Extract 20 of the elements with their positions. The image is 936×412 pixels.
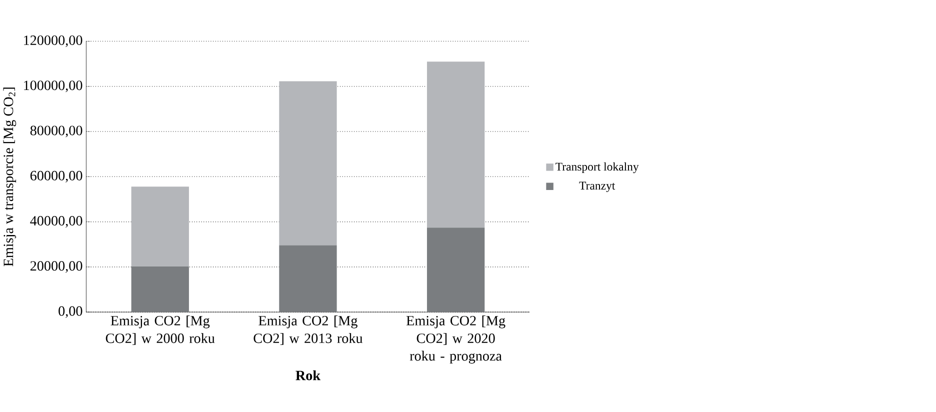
legend-label: Tranzyt — [579, 182, 616, 192]
y-tick-label: 100000,00 — [24, 80, 82, 92]
bar — [426, 227, 485, 312]
x-tick-label: Emisja CO2 [Mg CO2] w 2013 roku — [254, 315, 363, 345]
y-tick-label: 60000,00 — [30, 170, 82, 182]
x-axis-title: Rok — [296, 370, 320, 380]
bar — [279, 245, 337, 312]
bar — [131, 186, 189, 266]
x-tick-label: Emisja CO2 [Mg CO2] w 2000 roku — [106, 315, 215, 345]
x-tick-label: Emisja CO2 [Mg CO2] w 2020 roku - prognoza — [406, 315, 506, 364]
y-tick-label: 20000,00 — [30, 260, 82, 273]
bar — [279, 81, 337, 246]
legend-label: Transport lokalny — [556, 162, 639, 173]
y-tick-label: 80000,00 — [30, 126, 82, 138]
bar — [426, 61, 485, 228]
y-tick-label: 40000,00 — [30, 216, 82, 228]
bar — [131, 266, 189, 312]
y-tick-label: 0,00 — [58, 306, 82, 318]
y-tick-label: 120000,00 — [24, 35, 82, 47]
y-axis-title: Emisja w transporcie [Mg CO$_{2}$] — [3, 88, 16, 266]
